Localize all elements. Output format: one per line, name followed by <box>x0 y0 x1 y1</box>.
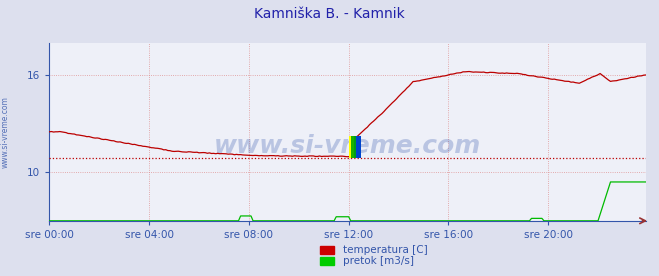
Text: www.si-vreme.com: www.si-vreme.com <box>1 97 10 168</box>
Bar <box>349 151 355 158</box>
Bar <box>351 136 356 158</box>
Text: Kamniška B. - Kamnik: Kamniška B. - Kamnik <box>254 7 405 21</box>
Bar <box>349 136 355 151</box>
Bar <box>355 136 361 158</box>
Text: www.si-vreme.com: www.si-vreme.com <box>214 134 481 158</box>
Text: pretok [m3/s]: pretok [m3/s] <box>343 256 414 266</box>
Text: temperatura [C]: temperatura [C] <box>343 245 428 255</box>
